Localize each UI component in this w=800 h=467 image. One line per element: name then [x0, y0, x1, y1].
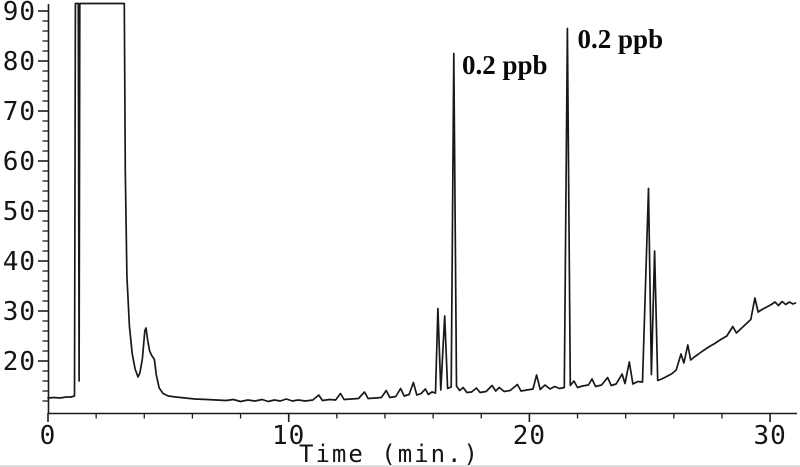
- chromatogram-trace: [47, 2, 797, 403]
- peak-label-1: 0.2 ppb: [462, 50, 548, 80]
- x-tick-label: 30: [753, 421, 786, 451]
- y-tick-label: 20: [3, 347, 36, 377]
- y-tick-label: 50: [3, 197, 36, 227]
- y-tick-label: 60: [3, 147, 36, 177]
- y-tick-label: 70: [3, 97, 36, 127]
- y-tick-label: 90: [3, 0, 36, 27]
- x-axis-title: Time (min.): [299, 440, 480, 467]
- x-tick-label: 10: [272, 421, 305, 451]
- x-tick-label: 0: [40, 421, 57, 451]
- x-tick-label: 20: [513, 421, 546, 451]
- peak-label-2: 0.2 ppb: [577, 24, 664, 54]
- y-tick-label: 40: [3, 247, 36, 277]
- y-tick-label: 30: [3, 297, 36, 327]
- y-tick-label: 80: [3, 47, 36, 77]
